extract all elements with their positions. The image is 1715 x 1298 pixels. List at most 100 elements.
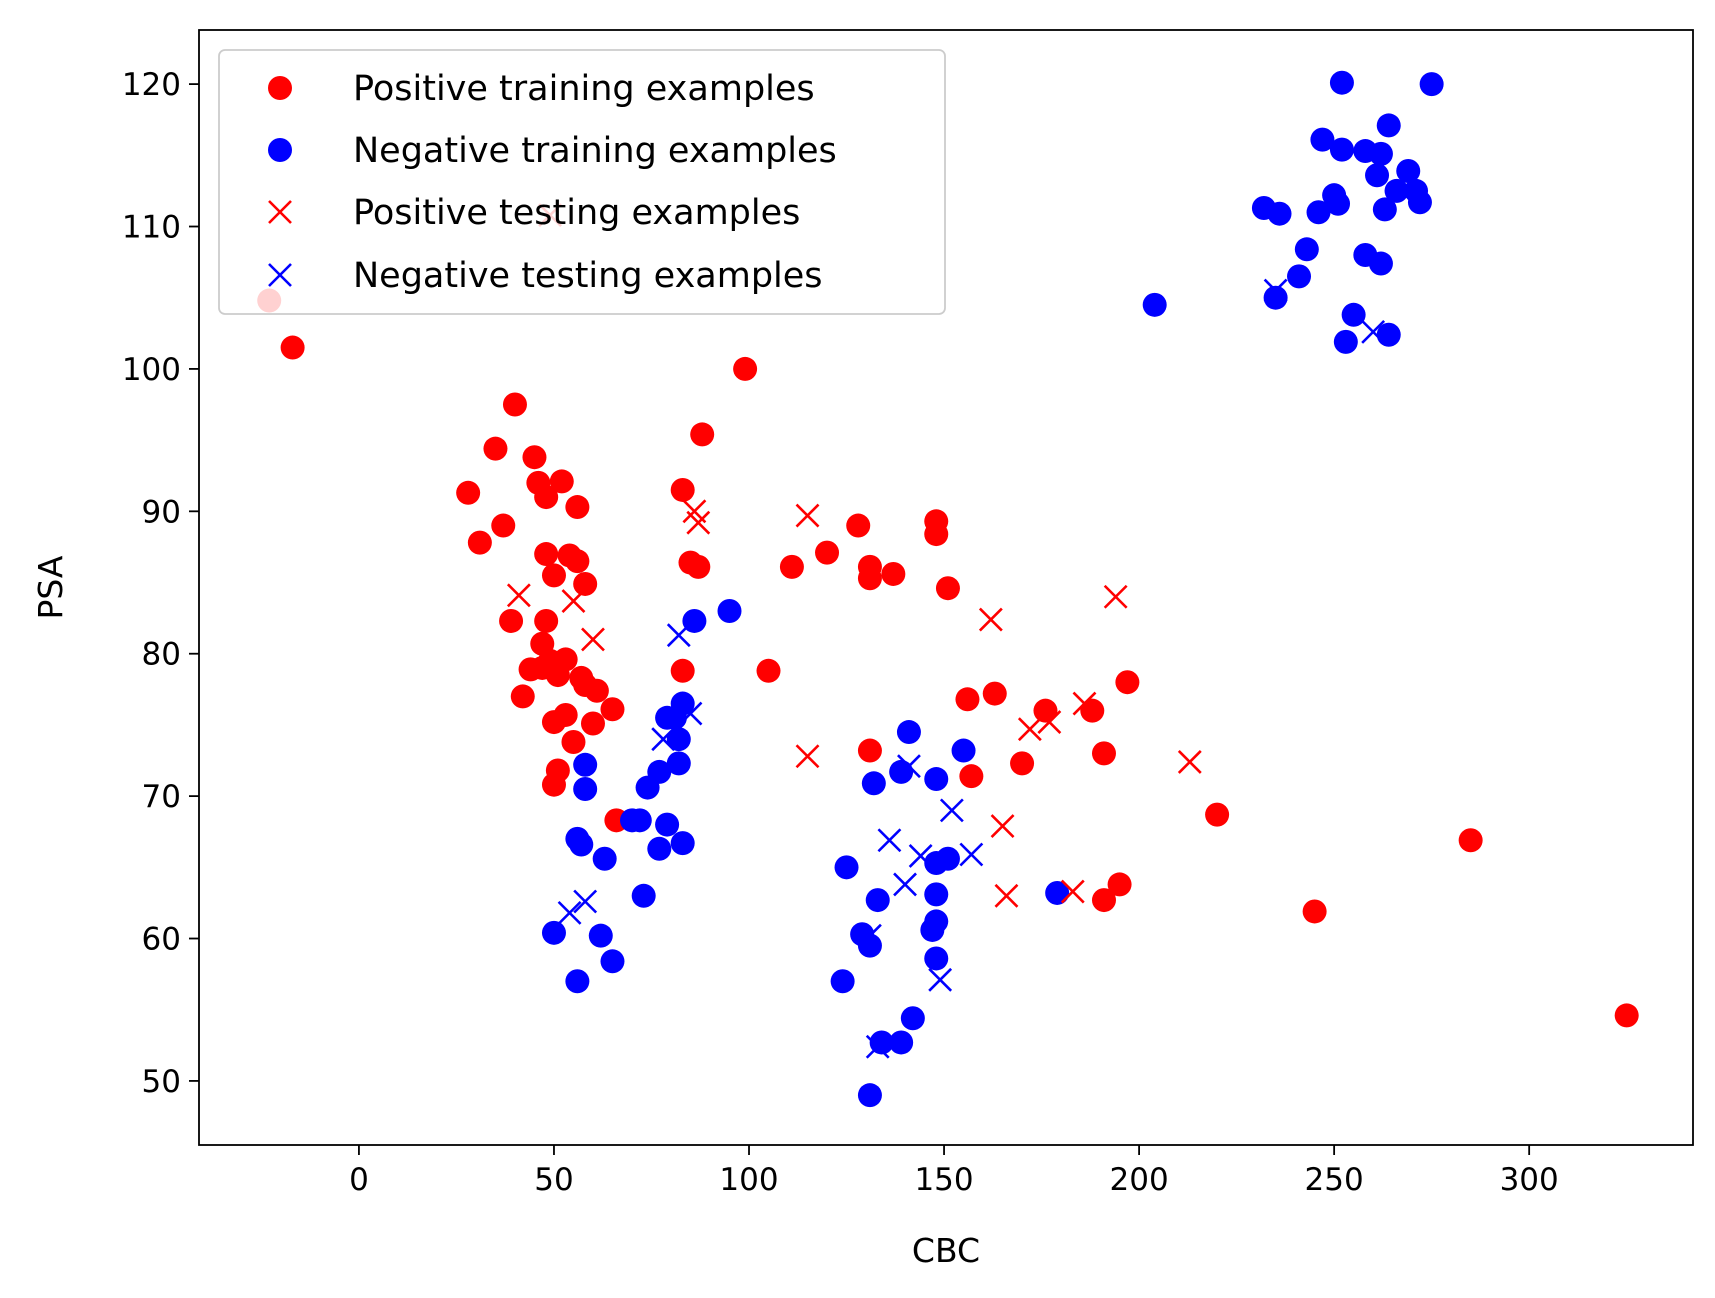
- data-point: [1310, 127, 1335, 152]
- data-point: [580, 711, 605, 736]
- data-point: [670, 477, 695, 502]
- data-point-x: [865, 1034, 890, 1059]
- data-point-x: [959, 842, 984, 867]
- data-point: [1287, 264, 1312, 289]
- data-point: [541, 563, 566, 588]
- x-tick-label: 100: [719, 1162, 778, 1198]
- series-4: [557, 278, 1386, 1059]
- legend-marker: [268, 200, 292, 224]
- data-point: [924, 767, 949, 792]
- y-tick-label: 80: [142, 637, 181, 673]
- data-point: [670, 831, 695, 856]
- data-point: [686, 554, 711, 579]
- data-point: [951, 738, 976, 763]
- data-point: [924, 522, 949, 547]
- data-point: [573, 776, 598, 801]
- data-point: [565, 549, 590, 574]
- data-point: [924, 946, 949, 971]
- y-tick-label: 100: [122, 352, 181, 388]
- data-point: [865, 888, 890, 913]
- data-point: [534, 485, 559, 510]
- y-tick-label: 70: [142, 779, 181, 815]
- data-point: [1372, 197, 1397, 222]
- data-point: [534, 542, 559, 567]
- data-point: [690, 422, 715, 447]
- legend-item: Negative testing examples: [268, 256, 823, 296]
- data-point-x: [573, 889, 598, 914]
- data-point: [565, 495, 590, 520]
- legend-label: Positive testing examples: [353, 193, 800, 233]
- data-point: [647, 836, 672, 861]
- data-point-x: [795, 503, 820, 528]
- data-point: [881, 561, 906, 586]
- x-axis-label: CBC: [912, 1231, 980, 1270]
- data-point: [815, 540, 840, 565]
- data-point: [1326, 191, 1351, 216]
- data-point: [573, 571, 598, 596]
- data-point: [522, 445, 547, 470]
- y-tick-label: 120: [122, 67, 181, 103]
- axes: 0 50 100 150 200 250 300 50 60 70 80 90 100 110 120: [122, 29, 1694, 1198]
- data-point: [779, 554, 804, 579]
- data-point: [584, 678, 609, 703]
- data-point: [1329, 70, 1354, 95]
- data-point: [1396, 158, 1421, 183]
- data-point: [670, 691, 695, 716]
- data-point: [565, 969, 590, 994]
- data-point: [1614, 1003, 1639, 1028]
- legend-item: Negative training examples: [268, 131, 837, 171]
- data-point: [896, 720, 921, 745]
- data-point-x: [1103, 584, 1128, 609]
- data-point: [889, 1030, 914, 1055]
- data-point: [1045, 880, 1070, 905]
- data-point: [569, 832, 594, 857]
- data-point-x: [678, 701, 703, 726]
- data-point-x: [1177, 750, 1202, 774]
- data-point: [1263, 285, 1288, 310]
- data-point: [1306, 200, 1331, 225]
- data-point: [717, 598, 742, 623]
- data-point: [900, 1006, 925, 1031]
- data-point-x: [1263, 278, 1288, 303]
- x-tick-label: 200: [1110, 1162, 1169, 1198]
- legend-box: [218, 49, 946, 315]
- data-point: [280, 335, 305, 360]
- data-point: [592, 846, 617, 871]
- data-point: [491, 513, 516, 538]
- data-point: [955, 687, 980, 712]
- data-point-x: [897, 754, 921, 779]
- legend-marker: [268, 138, 292, 162]
- data-point: [1341, 302, 1366, 327]
- data-point: [982, 681, 1007, 706]
- data-point-x: [928, 967, 953, 992]
- data-point: [1368, 251, 1393, 276]
- series-1: [257, 288, 1639, 1028]
- data-point: [1267, 201, 1292, 226]
- y-tick-label: 60: [142, 922, 181, 958]
- data-point: [830, 969, 855, 994]
- x-tick-label: 300: [1500, 1162, 1559, 1198]
- data-point: [1033, 698, 1058, 723]
- data-point: [1091, 888, 1116, 913]
- legend-label: Negative training examples: [353, 131, 837, 171]
- data-point: [1407, 190, 1432, 215]
- data-point: [631, 883, 656, 908]
- data-point: [588, 923, 613, 948]
- data-point: [1091, 741, 1116, 766]
- data-point-x: [1361, 319, 1386, 344]
- plot-marks: [257, 70, 1639, 1108]
- data-point: [1376, 113, 1401, 138]
- legend-item: Positive training examples: [268, 69, 815, 109]
- data-point: [1302, 899, 1327, 924]
- legend-marker: [268, 76, 292, 100]
- y-tick-label: 90: [142, 494, 181, 530]
- data-point: [935, 846, 960, 871]
- series-3: [506, 203, 1202, 908]
- data-point: [600, 949, 625, 974]
- data-point: [600, 697, 625, 722]
- data-point-x: [1017, 717, 1042, 742]
- data-point-x: [877, 828, 902, 853]
- data-point-x: [893, 872, 917, 897]
- data-point: [670, 658, 695, 683]
